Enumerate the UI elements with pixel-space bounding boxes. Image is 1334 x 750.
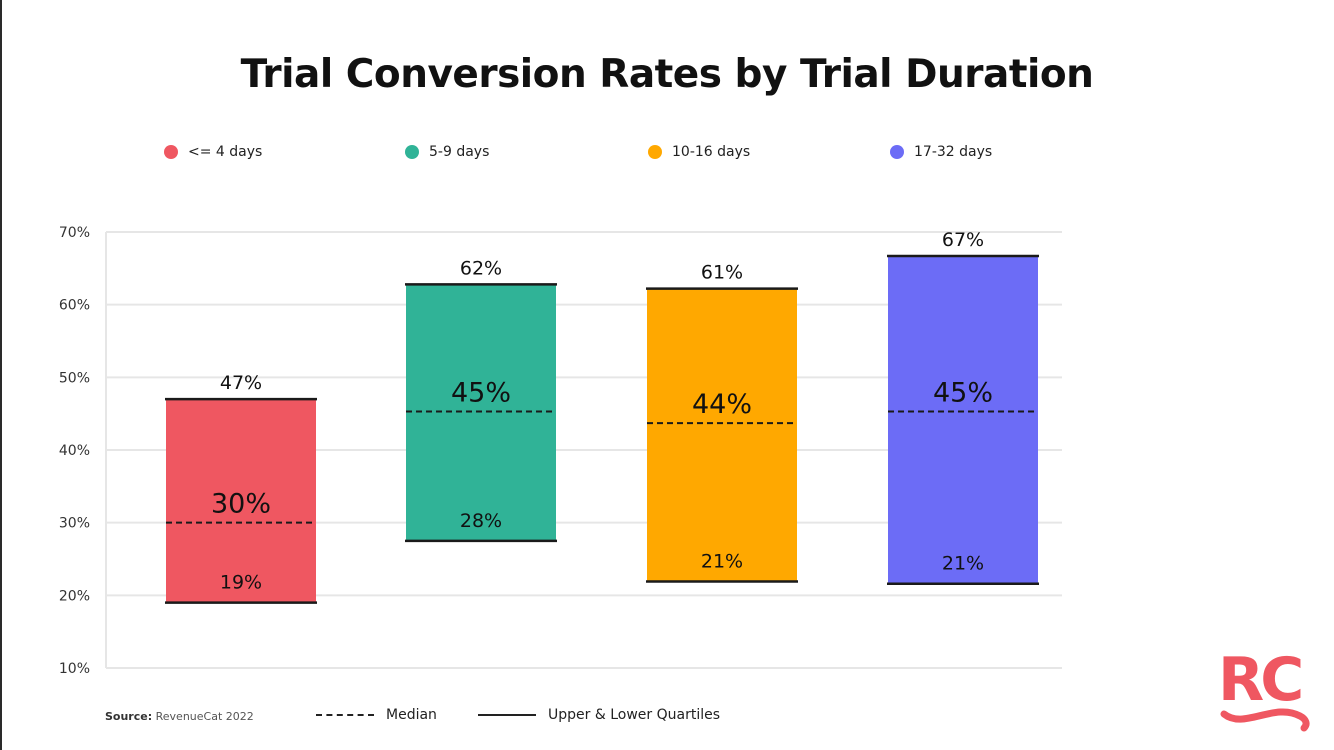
legend-label-2: 5-9 days — [429, 144, 490, 160]
median-value-label: 45% — [933, 377, 993, 408]
quartiles-key-line — [478, 714, 536, 716]
legend-item-2: 5-9 days — [405, 144, 489, 160]
y-tick-label: 40% — [59, 443, 90, 459]
lower-value-label: 21% — [942, 553, 984, 575]
chart-plot: 70% 60% 50% 40% 30% 20% 10% 47% 30% 19% 62% 45% 28% 6… — [59, 225, 1062, 677]
legend-dot-1 — [164, 145, 178, 159]
y-tick-label: 60% — [59, 298, 90, 314]
y-tick-label: 70% — [59, 225, 90, 241]
source-label: Source: — [105, 710, 153, 723]
bar — [888, 255, 1038, 584]
logo-letters: RC — [1218, 645, 1301, 715]
bar — [406, 284, 556, 541]
median-key: Median — [316, 707, 437, 723]
upper-value-label: 62% — [460, 257, 502, 279]
y-tick-label: 20% — [59, 588, 90, 604]
median-value-label: 30% — [211, 489, 271, 520]
legend-dot-2 — [405, 145, 419, 159]
chart-footer: Source: RevenueCat 2022 Median Upper & L… — [0, 706, 1334, 730]
legend-item-1: <= 4 days — [164, 144, 262, 160]
legend-label-1: <= 4 days — [188, 144, 263, 160]
y-tick-label: 30% — [59, 516, 90, 532]
y-tick-label: 10% — [59, 661, 90, 677]
lower-value-label: 21% — [701, 551, 743, 573]
bar — [166, 399, 316, 603]
source-note: Source: RevenueCat 2022 — [105, 710, 254, 723]
y-tick-label: 50% — [59, 370, 90, 386]
legend-dot-3 — [648, 145, 662, 159]
legend-item-4: 17-32 days — [890, 144, 992, 160]
logo-swash — [1220, 708, 1310, 732]
revenuecat-logo: RC — [1218, 645, 1310, 732]
legend-label-4: 17-32 days — [914, 144, 993, 160]
median-value-label: 45% — [451, 377, 511, 408]
legend: <= 4 days 5-9 days 10-16 days 17-32 days — [0, 144, 1334, 168]
upper-value-label: 67% — [942, 229, 984, 251]
legend-item-3: 10-16 days — [648, 144, 750, 160]
median-key-label: Median — [386, 707, 437, 723]
chart-title: Trial Conversion Rates by Trial Duration — [240, 52, 1094, 97]
bar — [647, 288, 797, 582]
legend-dot-4 — [890, 145, 904, 159]
quartiles-key: Upper & Lower Quartiles — [478, 707, 720, 723]
lower-value-label: 28% — [460, 510, 502, 532]
median-key-line — [316, 714, 374, 716]
frame-border — [0, 0, 2, 750]
upper-value-label: 61% — [701, 262, 743, 284]
quartiles-key-label: Upper & Lower Quartiles — [548, 707, 720, 723]
source-text: RevenueCat 2022 — [155, 710, 254, 723]
median-value-label: 44% — [692, 389, 752, 420]
upper-value-label: 47% — [220, 372, 262, 394]
legend-label-3: 10-16 days — [672, 144, 751, 160]
lower-value-label: 19% — [220, 572, 262, 594]
